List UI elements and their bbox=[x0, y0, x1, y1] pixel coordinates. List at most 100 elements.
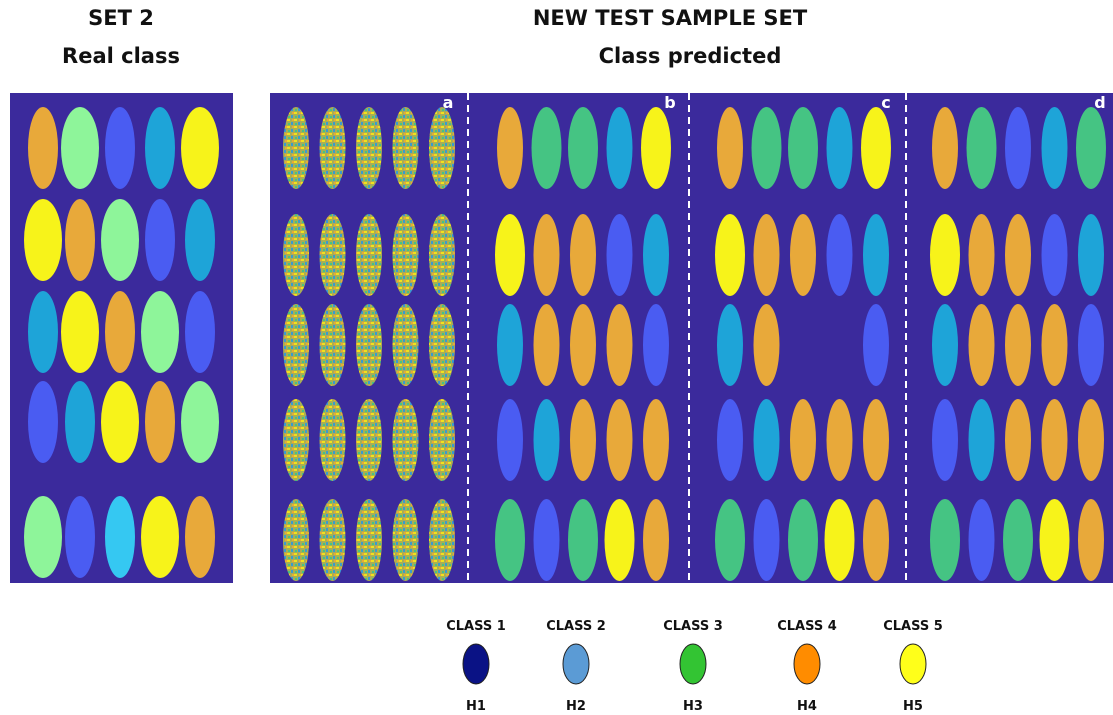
seed bbox=[356, 399, 382, 481]
seed bbox=[320, 214, 346, 296]
seed bbox=[534, 499, 560, 581]
legend-swatch bbox=[563, 644, 589, 684]
seed bbox=[393, 304, 419, 386]
figure: SET 2 Real class NEW TEST SAMPLE SET Cla… bbox=[0, 0, 1113, 715]
seed bbox=[534, 399, 560, 481]
seed bbox=[754, 214, 780, 296]
seed bbox=[141, 291, 179, 373]
seed bbox=[393, 499, 419, 581]
seed bbox=[185, 199, 215, 281]
seed bbox=[568, 499, 598, 581]
seed bbox=[607, 107, 633, 189]
seed bbox=[825, 499, 855, 581]
seed bbox=[283, 304, 309, 386]
seed bbox=[320, 499, 346, 581]
seed bbox=[863, 499, 889, 581]
seed bbox=[429, 214, 455, 296]
seed bbox=[393, 399, 419, 481]
seed bbox=[101, 381, 139, 463]
seed bbox=[788, 499, 818, 581]
seed bbox=[145, 107, 175, 189]
seed bbox=[283, 399, 309, 481]
seed bbox=[754, 399, 780, 481]
seed bbox=[181, 107, 219, 189]
legend-swatch bbox=[680, 644, 706, 684]
seed bbox=[356, 214, 382, 296]
seed bbox=[534, 214, 560, 296]
seed bbox=[932, 399, 958, 481]
panel-letter: c bbox=[881, 93, 890, 112]
seed bbox=[967, 107, 997, 189]
seed bbox=[827, 399, 853, 481]
legend-swatch bbox=[463, 644, 489, 684]
seed bbox=[827, 214, 853, 296]
seed bbox=[863, 399, 889, 481]
seed bbox=[497, 304, 523, 386]
seed bbox=[24, 199, 62, 281]
legend-label: CLASS 4 bbox=[777, 619, 837, 634]
legend-code: H4 bbox=[797, 699, 817, 714]
seed bbox=[495, 214, 525, 296]
seed bbox=[788, 107, 818, 189]
seed bbox=[105, 291, 135, 373]
legend-label: CLASS 2 bbox=[546, 619, 606, 634]
seed bbox=[101, 199, 139, 281]
seed bbox=[643, 304, 669, 386]
seed bbox=[1042, 304, 1068, 386]
seed bbox=[105, 496, 135, 578]
seed bbox=[969, 399, 995, 481]
legend-swatch bbox=[794, 644, 820, 684]
seed bbox=[145, 381, 175, 463]
seed bbox=[1040, 499, 1070, 581]
seed bbox=[570, 399, 596, 481]
seed bbox=[393, 214, 419, 296]
seed bbox=[1005, 304, 1031, 386]
seed bbox=[65, 199, 95, 281]
seed bbox=[497, 107, 523, 189]
seed bbox=[930, 214, 960, 296]
seed bbox=[863, 214, 889, 296]
seed bbox=[717, 399, 743, 481]
seed bbox=[105, 107, 135, 189]
legend-label: CLASS 1 bbox=[446, 619, 506, 634]
seed bbox=[1042, 107, 1068, 189]
seed bbox=[570, 214, 596, 296]
legend-label: CLASS 3 bbox=[663, 619, 723, 634]
right-subtitle: Class predicted bbox=[599, 44, 782, 68]
seed bbox=[497, 399, 523, 481]
seed bbox=[283, 214, 309, 296]
legend-code: H2 bbox=[566, 699, 586, 714]
seed bbox=[320, 399, 346, 481]
seed bbox=[932, 107, 958, 189]
seed bbox=[790, 214, 816, 296]
seed bbox=[65, 381, 95, 463]
seed bbox=[570, 304, 596, 386]
seed bbox=[24, 496, 62, 578]
seed bbox=[1005, 107, 1031, 189]
seed bbox=[141, 496, 179, 578]
seed bbox=[607, 214, 633, 296]
left-title: SET 2 bbox=[88, 6, 154, 30]
seed bbox=[930, 499, 960, 581]
seed bbox=[827, 107, 853, 189]
panel-letter: a bbox=[443, 93, 454, 112]
seed bbox=[429, 399, 455, 481]
seed bbox=[532, 107, 562, 189]
seed bbox=[643, 214, 669, 296]
seed bbox=[320, 304, 346, 386]
seed bbox=[861, 107, 891, 189]
seed bbox=[393, 107, 419, 189]
seed bbox=[715, 499, 745, 581]
seed bbox=[568, 107, 598, 189]
seed bbox=[1078, 399, 1104, 481]
seed bbox=[932, 304, 958, 386]
seed bbox=[863, 304, 889, 386]
legend-code: H5 bbox=[903, 699, 923, 714]
seed bbox=[607, 399, 633, 481]
seed bbox=[1078, 499, 1104, 581]
seed bbox=[28, 107, 58, 189]
seed bbox=[356, 107, 382, 189]
seed bbox=[145, 199, 175, 281]
seed bbox=[181, 381, 219, 463]
seed bbox=[969, 214, 995, 296]
